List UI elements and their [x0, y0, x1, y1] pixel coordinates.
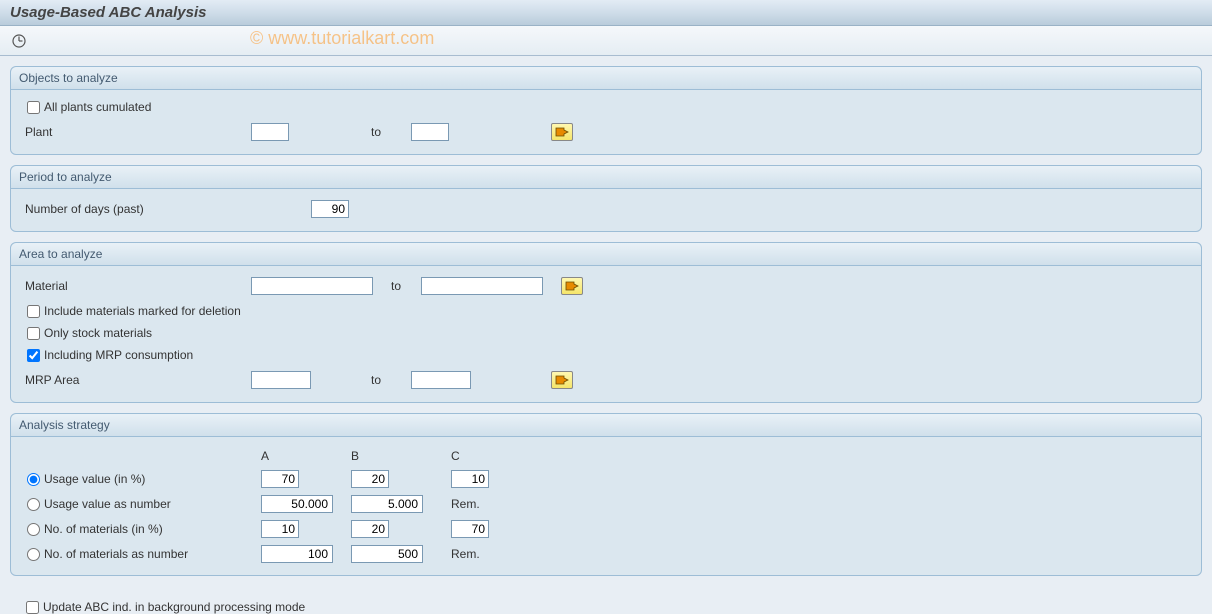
all-plants-checkbox[interactable]: [27, 101, 40, 114]
mrp-area-multiple-selection-button[interactable]: [551, 371, 573, 389]
execute-icon[interactable]: [10, 32, 28, 50]
strategy-row: Usage value as number Rem.: [21, 492, 1191, 516]
strategy-b-input[interactable]: [351, 545, 423, 563]
strategy-radio[interactable]: [27, 523, 40, 536]
strategy-radio[interactable]: [27, 498, 40, 511]
group-title-area: Area to analyze: [11, 243, 1201, 266]
mrp-area-to-input[interactable]: [411, 371, 471, 389]
page-title: Usage-Based ABC Analysis: [10, 4, 206, 21]
material-from-input[interactable]: [251, 277, 373, 295]
mrp-area-label: MRP Area: [21, 373, 251, 387]
strategy-radio[interactable]: [27, 548, 40, 561]
material-label: Material: [21, 279, 251, 293]
strategy-row-label: Usage value as number: [44, 497, 171, 511]
group-title-strategy: Analysis strategy: [11, 414, 1201, 437]
plant-from-input[interactable]: [251, 123, 289, 141]
strategy-a-input[interactable]: [261, 470, 299, 488]
number-of-days-label: Number of days (past): [21, 202, 251, 216]
strategy-row-label: No. of materials (in %): [44, 522, 163, 536]
content-area: Objects to analyze All plants cumulated …: [0, 56, 1212, 614]
strategy-row: No. of materials (in %): [21, 517, 1191, 541]
plant-to-input[interactable]: [411, 123, 449, 141]
strategy-b-input[interactable]: [351, 495, 423, 513]
material-to-label: to: [391, 279, 421, 293]
strategy-b-input[interactable]: [351, 520, 389, 538]
include-deletion-label: Include materials marked for deletion: [44, 304, 241, 318]
strategy-col-b-header: B: [351, 449, 451, 463]
group-area-to-analyze: Area to analyze Material to Include mate…: [10, 242, 1202, 403]
plant-multiple-selection-button[interactable]: [551, 123, 573, 141]
mrp-area-from-input[interactable]: [251, 371, 311, 389]
only-stock-label: Only stock materials: [44, 326, 152, 340]
include-deletion-checkbox[interactable]: [27, 305, 40, 318]
group-title-objects: Objects to analyze: [11, 67, 1201, 90]
application-toolbar: © www.tutorialkart.com: [0, 26, 1212, 56]
strategy-a-input[interactable]: [261, 495, 333, 513]
mrp-area-to-label: to: [371, 373, 411, 387]
strategy-a-input[interactable]: [261, 520, 299, 538]
group-objects-to-analyze: Objects to analyze All plants cumulated …: [10, 66, 1202, 155]
mrp-consumption-checkbox[interactable]: [27, 349, 40, 362]
material-multiple-selection-button[interactable]: [561, 277, 583, 295]
strategy-a-input[interactable]: [261, 545, 333, 563]
strategy-row: No. of materials as number Rem.: [21, 542, 1191, 566]
strategy-b-input[interactable]: [351, 470, 389, 488]
material-to-input[interactable]: [421, 277, 543, 295]
all-plants-label: All plants cumulated: [44, 100, 151, 114]
strategy-col-c-header: C: [451, 449, 531, 463]
plant-to-label: to: [371, 125, 411, 139]
strategy-row-label: No. of materials as number: [44, 547, 188, 561]
strategy-c-input[interactable]: [451, 470, 489, 488]
strategy-c-input[interactable]: [451, 520, 489, 538]
group-title-period: Period to analyze: [11, 166, 1201, 189]
strategy-row-label: Usage value (in %): [44, 472, 145, 486]
group-period-to-analyze: Period to analyze Number of days (past): [10, 165, 1202, 232]
group-analysis-strategy: Analysis strategy A B C Usage value (in …: [10, 413, 1202, 576]
strategy-col-a-header: A: [261, 449, 351, 463]
strategy-c-rem-label: Rem.: [451, 547, 480, 561]
plant-label: Plant: [21, 125, 251, 139]
strategy-c-rem-label: Rem.: [451, 497, 480, 511]
only-stock-checkbox[interactable]: [27, 327, 40, 340]
number-of-days-input[interactable]: [311, 200, 349, 218]
mrp-consumption-label: Including MRP consumption: [44, 348, 193, 362]
page-title-bar: Usage-Based ABC Analysis: [0, 0, 1212, 26]
strategy-row: Usage value (in %): [21, 467, 1191, 491]
strategy-radio[interactable]: [27, 473, 40, 486]
watermark-text: © www.tutorialkart.com: [250, 28, 434, 49]
